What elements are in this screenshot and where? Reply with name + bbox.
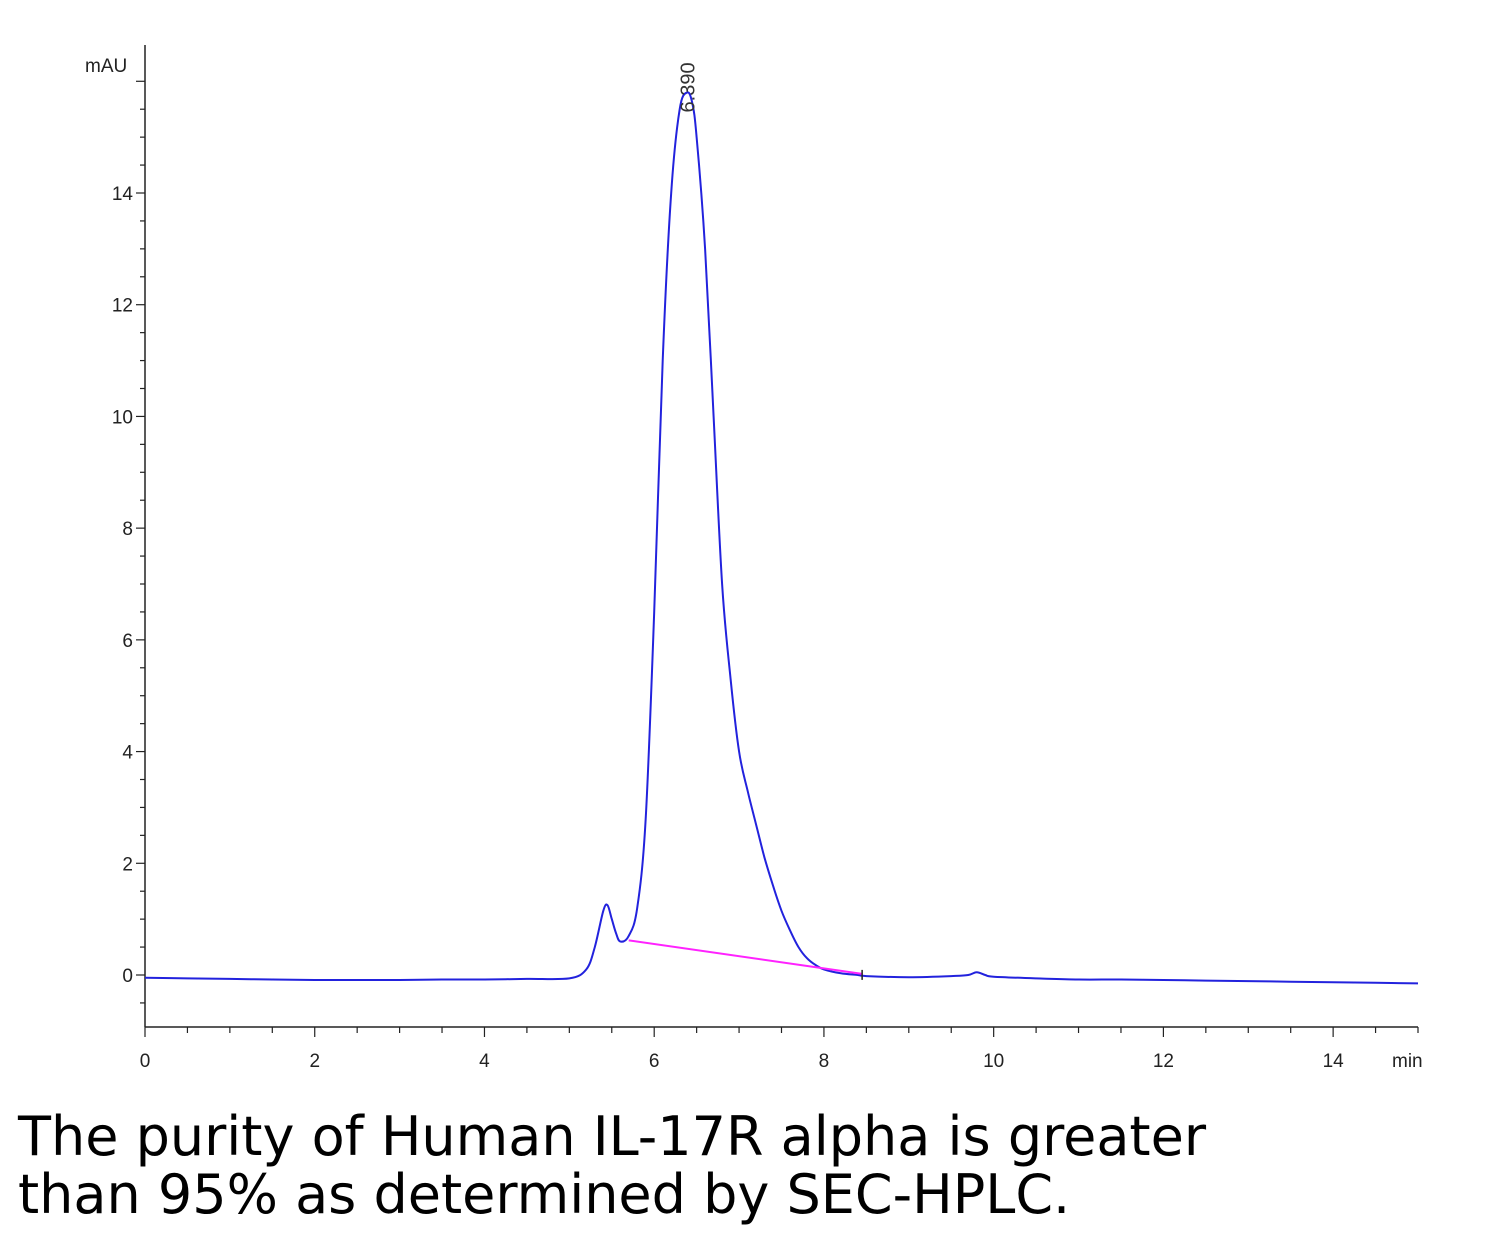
- purity-caption: The purity of Human IL-17R alpha is grea…: [18, 1108, 1478, 1224]
- y-tick-label: 2: [122, 854, 133, 875]
- x-tick-label: 4: [479, 1051, 490, 1072]
- y-tick-label: 6: [122, 631, 133, 652]
- integration-baseline: [628, 939, 863, 975]
- y-tick-label: 4: [122, 743, 133, 764]
- y-tick-label: 12: [112, 296, 133, 317]
- y-tick-label: 8: [122, 519, 133, 540]
- x-tick-label: 12: [1153, 1051, 1174, 1072]
- plot-area: 6.390: [144, 62, 1419, 985]
- x-tick-label: 6: [649, 1051, 660, 1072]
- y-tick-label: 10: [112, 407, 133, 428]
- x-axis-unit-label: min: [1392, 1051, 1423, 1072]
- x-tick-label: 2: [309, 1051, 320, 1072]
- peak-retention-time-label: 6.390: [677, 62, 699, 112]
- caption-line-1: The purity of Human IL-17R alpha is grea…: [18, 1105, 1207, 1168]
- caption-line-2: than 95% as determined by SEC-HPLC.: [18, 1163, 1071, 1226]
- chromatogram-chart: 0 2 4 6 8 10 12 14 0 2 4 6 8 10 12 14 mAU min 6.390: [85, 45, 1423, 1072]
- chromatogram-trace: [144, 91, 1419, 985]
- y-axis-unit-label: mAU: [85, 56, 127, 77]
- y-tick-label: 14: [112, 184, 134, 205]
- y-tick-label: 0: [122, 966, 133, 987]
- x-axis: 0 2 4 6 8 10 12 14: [140, 1026, 1419, 1072]
- x-tick-label: 14: [1323, 1051, 1345, 1072]
- y-axis: 0 2 4 6 8 10 12 14: [112, 45, 146, 1027]
- x-tick-label: 10: [983, 1051, 1004, 1072]
- x-tick-label: 8: [819, 1051, 830, 1072]
- x-tick-label: 0: [140, 1051, 151, 1072]
